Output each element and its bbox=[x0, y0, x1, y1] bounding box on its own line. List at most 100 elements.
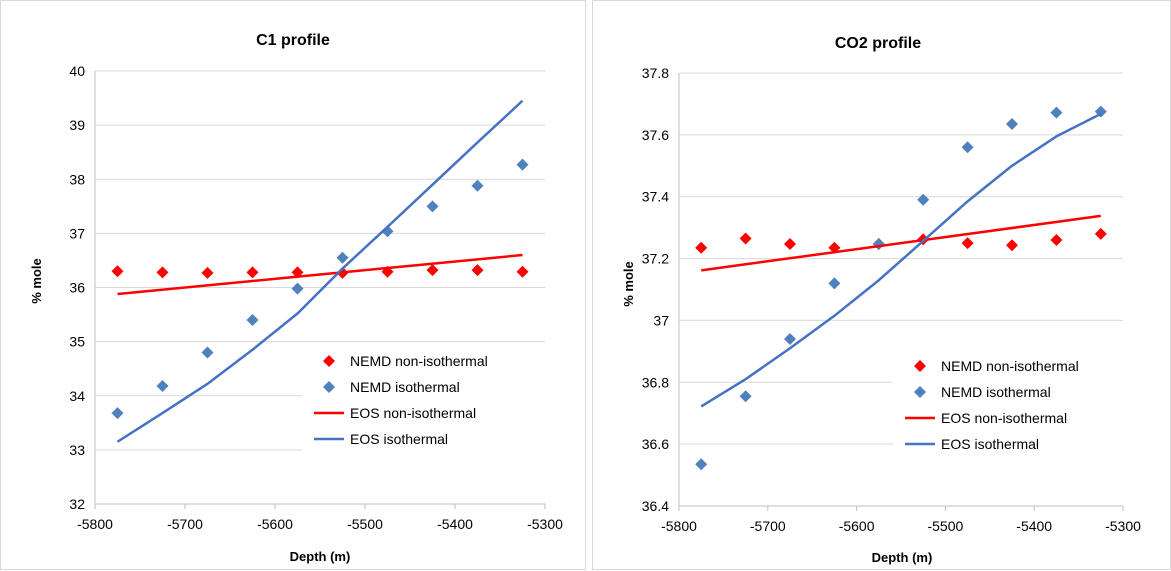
x-tick-label: -5700 bbox=[167, 516, 203, 532]
c1-profile-chart: C1 profile Depth (m) % mole -5800 -5700 -5… bbox=[29, 32, 563, 564]
y-tick-label: 35 bbox=[69, 334, 85, 350]
series-line bbox=[700, 112, 1102, 408]
data-point bbox=[111, 265, 124, 278]
y-tick-label: 38 bbox=[69, 171, 85, 187]
series-line bbox=[117, 253, 523, 296]
data-point bbox=[336, 251, 349, 264]
data-point bbox=[516, 158, 529, 171]
legend-item: EOS non-isothermal bbox=[905, 410, 1067, 426]
legend: NEMD non-isothermal NEMD isothermal EOS no… bbox=[302, 346, 547, 464]
legend-label: EOS isothermal bbox=[941, 436, 1039, 452]
data-point bbox=[246, 266, 259, 279]
y-tick-label: 36 bbox=[69, 280, 85, 296]
legend-label: EOS isothermal bbox=[350, 431, 448, 447]
y-tick-label: 36.4 bbox=[642, 498, 669, 514]
data-point bbox=[516, 265, 529, 278]
data-point bbox=[872, 238, 885, 251]
data-point bbox=[739, 232, 752, 245]
data-point bbox=[1050, 234, 1063, 247]
data-point bbox=[426, 264, 439, 277]
y-tick-label: 37.8 bbox=[642, 65, 669, 81]
data-point bbox=[156, 380, 169, 393]
data-point bbox=[828, 277, 841, 290]
y-tick-label: 33 bbox=[69, 442, 85, 458]
data-point bbox=[111, 407, 124, 420]
legend-label: EOS non-isothermal bbox=[350, 405, 476, 421]
legend-item: EOS non-isothermal bbox=[314, 405, 476, 421]
data-point bbox=[739, 390, 752, 403]
legend-background bbox=[893, 351, 1138, 469]
legend: NEMD non-isothermal NEMD isothermal EOS no… bbox=[893, 351, 1138, 469]
data-point bbox=[961, 237, 974, 250]
series-nemd-isothermal bbox=[695, 105, 1107, 471]
data-point bbox=[784, 332, 796, 345]
x-tick-label: -5800 bbox=[661, 518, 697, 534]
legend-label: NEMD non-isothermal bbox=[941, 358, 1079, 374]
legend-item: EOS isothermal bbox=[314, 431, 448, 447]
x-tick-label: -5600 bbox=[257, 516, 293, 532]
x-ticks: -5800 -5700 -5600 -5500 -5400 -5300 bbox=[77, 504, 563, 532]
x-tick-label: -5500 bbox=[927, 518, 963, 534]
x-tick-label: -5800 bbox=[77, 516, 113, 532]
legend-item: NEMD non-isothermal bbox=[323, 353, 488, 369]
data-point bbox=[201, 266, 214, 279]
data-point bbox=[961, 141, 974, 154]
x-tick-label: -5400 bbox=[437, 516, 473, 532]
y-axis-title: % mole bbox=[29, 258, 44, 304]
chart-title: CO2 profile bbox=[835, 35, 921, 52]
y-tick-label: 36.8 bbox=[642, 374, 669, 390]
data-point bbox=[201, 346, 214, 359]
legend-item: NEMD isothermal bbox=[914, 384, 1051, 400]
x-tick-label: -5300 bbox=[1105, 518, 1141, 534]
x-tick-label: -5700 bbox=[750, 518, 786, 534]
legend-item: EOS isothermal bbox=[905, 436, 1039, 452]
series-eos-isothermal bbox=[700, 112, 1102, 408]
data-point bbox=[1006, 118, 1018, 131]
data-point bbox=[471, 179, 484, 192]
data-point bbox=[426, 200, 439, 213]
x-axis-title: Depth (m) bbox=[290, 549, 351, 564]
gridlines bbox=[95, 70, 545, 505]
co2-profile-chart: CO2 profile Depth (m) % mole -5800 -5700-… bbox=[621, 35, 1141, 565]
legend-item: NEMD non-isothermal bbox=[914, 358, 1079, 374]
series-nemd-non-isothermal bbox=[111, 264, 529, 279]
y-tick-label: 37.4 bbox=[642, 189, 669, 205]
series-nemd-non-isothermal bbox=[695, 227, 1107, 254]
y-tick-label: 32 bbox=[69, 496, 85, 512]
x-tick-label: -5600 bbox=[839, 518, 875, 534]
y-ticks: 36.4 36.6 36.8 37 37.2 37.4 37.6 37.8 bbox=[642, 65, 669, 514]
legend-label: NEMD isothermal bbox=[350, 379, 460, 395]
legend-swatch bbox=[323, 381, 335, 393]
series-eos-isothermal bbox=[116, 99, 524, 443]
data-point bbox=[291, 282, 304, 295]
series-eos-non-isothermal bbox=[117, 253, 523, 296]
y-tick-label: 40 bbox=[69, 63, 85, 79]
legend-label: NEMD non-isothermal bbox=[350, 353, 488, 369]
series-line bbox=[701, 214, 1101, 272]
y-tick-label: 39 bbox=[69, 117, 85, 133]
chart-title: C1 profile bbox=[256, 32, 330, 49]
y-tick-label: 36.6 bbox=[642, 436, 669, 452]
data-point bbox=[695, 458, 708, 471]
y-tick-label: 34 bbox=[69, 388, 85, 404]
y-axis-title: % mole bbox=[621, 261, 636, 307]
x-ticks: -5800 -5700 -5600 -5500 -5400 -5300 bbox=[661, 506, 1141, 534]
data-point bbox=[828, 241, 841, 254]
chart-panel-co2: CO2 profile Depth (m) % mole -5800 -5700-… bbox=[592, 0, 1171, 570]
series-nemd-isothermal bbox=[111, 158, 529, 420]
y-tick-label: 37.2 bbox=[642, 251, 669, 267]
data-point bbox=[156, 266, 169, 279]
x-axis-title: Depth (m) bbox=[872, 550, 933, 565]
legend-item: NEMD isothermal bbox=[323, 379, 460, 395]
y-tick-label: 37 bbox=[69, 225, 85, 241]
data-point bbox=[1094, 227, 1107, 240]
x-tick-label: -5300 bbox=[527, 516, 563, 532]
legend-label: NEMD isothermal bbox=[941, 384, 1051, 400]
chart-panel-c1: C1 profile Depth (m) % mole -5800 -5700 -5… bbox=[0, 0, 586, 570]
data-point bbox=[246, 313, 259, 326]
x-tick-label: -5400 bbox=[1016, 518, 1052, 534]
series-eos-non-isothermal bbox=[701, 214, 1101, 272]
data-point bbox=[1050, 106, 1063, 119]
legend-swatch bbox=[914, 360, 926, 372]
y-tick-label: 37.6 bbox=[642, 127, 669, 143]
